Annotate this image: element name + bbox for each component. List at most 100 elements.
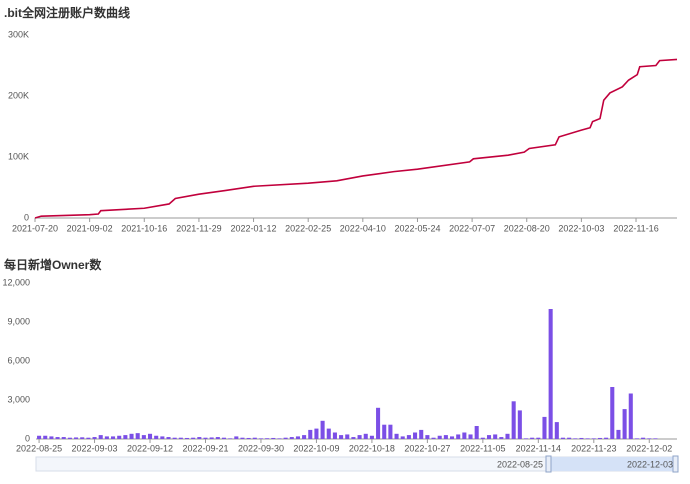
bar (43, 435, 48, 439)
bar (468, 434, 473, 439)
bar (567, 437, 572, 439)
bar (67, 437, 72, 439)
bar (246, 437, 251, 439)
slider-selection[interactable] (549, 457, 677, 471)
bar (209, 437, 214, 439)
x-tick-label: 2022-07-07 (449, 223, 495, 233)
bar (283, 437, 288, 439)
x-tick-label: 2022-09-12 (127, 443, 173, 453)
bar (351, 437, 356, 439)
x-tick-label: 2022-11-14 (516, 443, 561, 453)
y-tick-label: 9,000 (7, 316, 30, 326)
bar (166, 437, 171, 439)
bar (413, 432, 418, 439)
bar (536, 437, 541, 439)
bar (191, 437, 196, 439)
bar (221, 437, 227, 439)
bar (474, 426, 479, 439)
bar (511, 401, 516, 439)
bar (597, 437, 602, 439)
x-tick-label: 2022-08-25 (16, 443, 62, 453)
x-tick-label: 2021-07-20 (12, 223, 58, 233)
bar (326, 428, 331, 439)
x-tick-label: 2022-08-20 (504, 223, 550, 233)
bar (486, 435, 492, 439)
bar (277, 438, 282, 439)
bar (172, 437, 177, 439)
bar (653, 438, 658, 439)
y-tick-label: 0 (25, 433, 30, 443)
bar (111, 436, 116, 439)
bar (234, 436, 239, 439)
line-series (34, 58, 678, 219)
bar (400, 436, 405, 439)
bar (634, 438, 639, 439)
bar (80, 437, 85, 439)
bar (86, 437, 91, 439)
x-tick-label: 2022-09-21 (182, 443, 228, 453)
y-tick-label: 3,000 (7, 394, 30, 404)
bar (104, 436, 109, 439)
slider-handle[interactable] (545, 455, 552, 473)
bar (394, 433, 399, 439)
x-tick-label: 2022-12-02 (626, 443, 672, 453)
bar (376, 407, 381, 439)
bar (610, 387, 615, 439)
bar (252, 437, 257, 439)
bar (554, 422, 559, 439)
bar (332, 432, 337, 439)
bar (573, 438, 578, 439)
bar (215, 437, 220, 439)
slider-label: 2022-08-25 (497, 459, 543, 469)
bar (308, 429, 313, 439)
bar (98, 435, 103, 439)
bar (505, 433, 510, 439)
bar (517, 410, 522, 439)
slider-handle[interactable] (672, 455, 679, 473)
bar (419, 429, 424, 439)
x-tick-label: 2021-10-16 (121, 223, 167, 233)
bar (456, 434, 461, 439)
x-tick-label: 2021-11-29 (176, 223, 221, 233)
bar (61, 437, 66, 439)
bar (591, 438, 596, 439)
x-tick-label: 2022-10-27 (404, 443, 450, 453)
bar (641, 437, 646, 439)
bar (117, 435, 122, 439)
x-tick-label: 2022-04-10 (340, 223, 386, 233)
bar (499, 437, 504, 439)
bar (92, 437, 97, 439)
bar (197, 437, 202, 439)
bar (548, 309, 553, 439)
bar (37, 435, 42, 439)
y-tick-label: 6,000 (7, 355, 30, 365)
bar (184, 437, 190, 439)
bar (345, 434, 350, 439)
bar (437, 435, 442, 439)
x-tick-label: 2021-09-02 (67, 223, 113, 233)
x-tick-label: 2022-01-12 (231, 223, 277, 233)
bar (289, 437, 294, 439)
x-tick-label: 2022-10-03 (558, 223, 604, 233)
bar (449, 436, 455, 439)
bar (203, 437, 208, 439)
x-tick-label: 2022-11-23 (571, 443, 616, 453)
x-tick-label: 2022-05-24 (394, 223, 440, 233)
x-tick-label: 2022-11-16 (613, 223, 658, 233)
bar (585, 438, 590, 439)
bar (240, 437, 245, 439)
bar (480, 437, 485, 439)
x-tick-label: 2022-10-18 (349, 443, 395, 453)
bar (55, 437, 60, 439)
bar (49, 436, 54, 439)
bar (123, 435, 128, 439)
bar (258, 438, 264, 439)
bar (228, 438, 233, 439)
bar (406, 435, 411, 439)
x-tick-label: 2022-02-25 (285, 223, 331, 233)
bar (616, 429, 621, 439)
bar (493, 434, 498, 439)
bar (160, 436, 165, 439)
